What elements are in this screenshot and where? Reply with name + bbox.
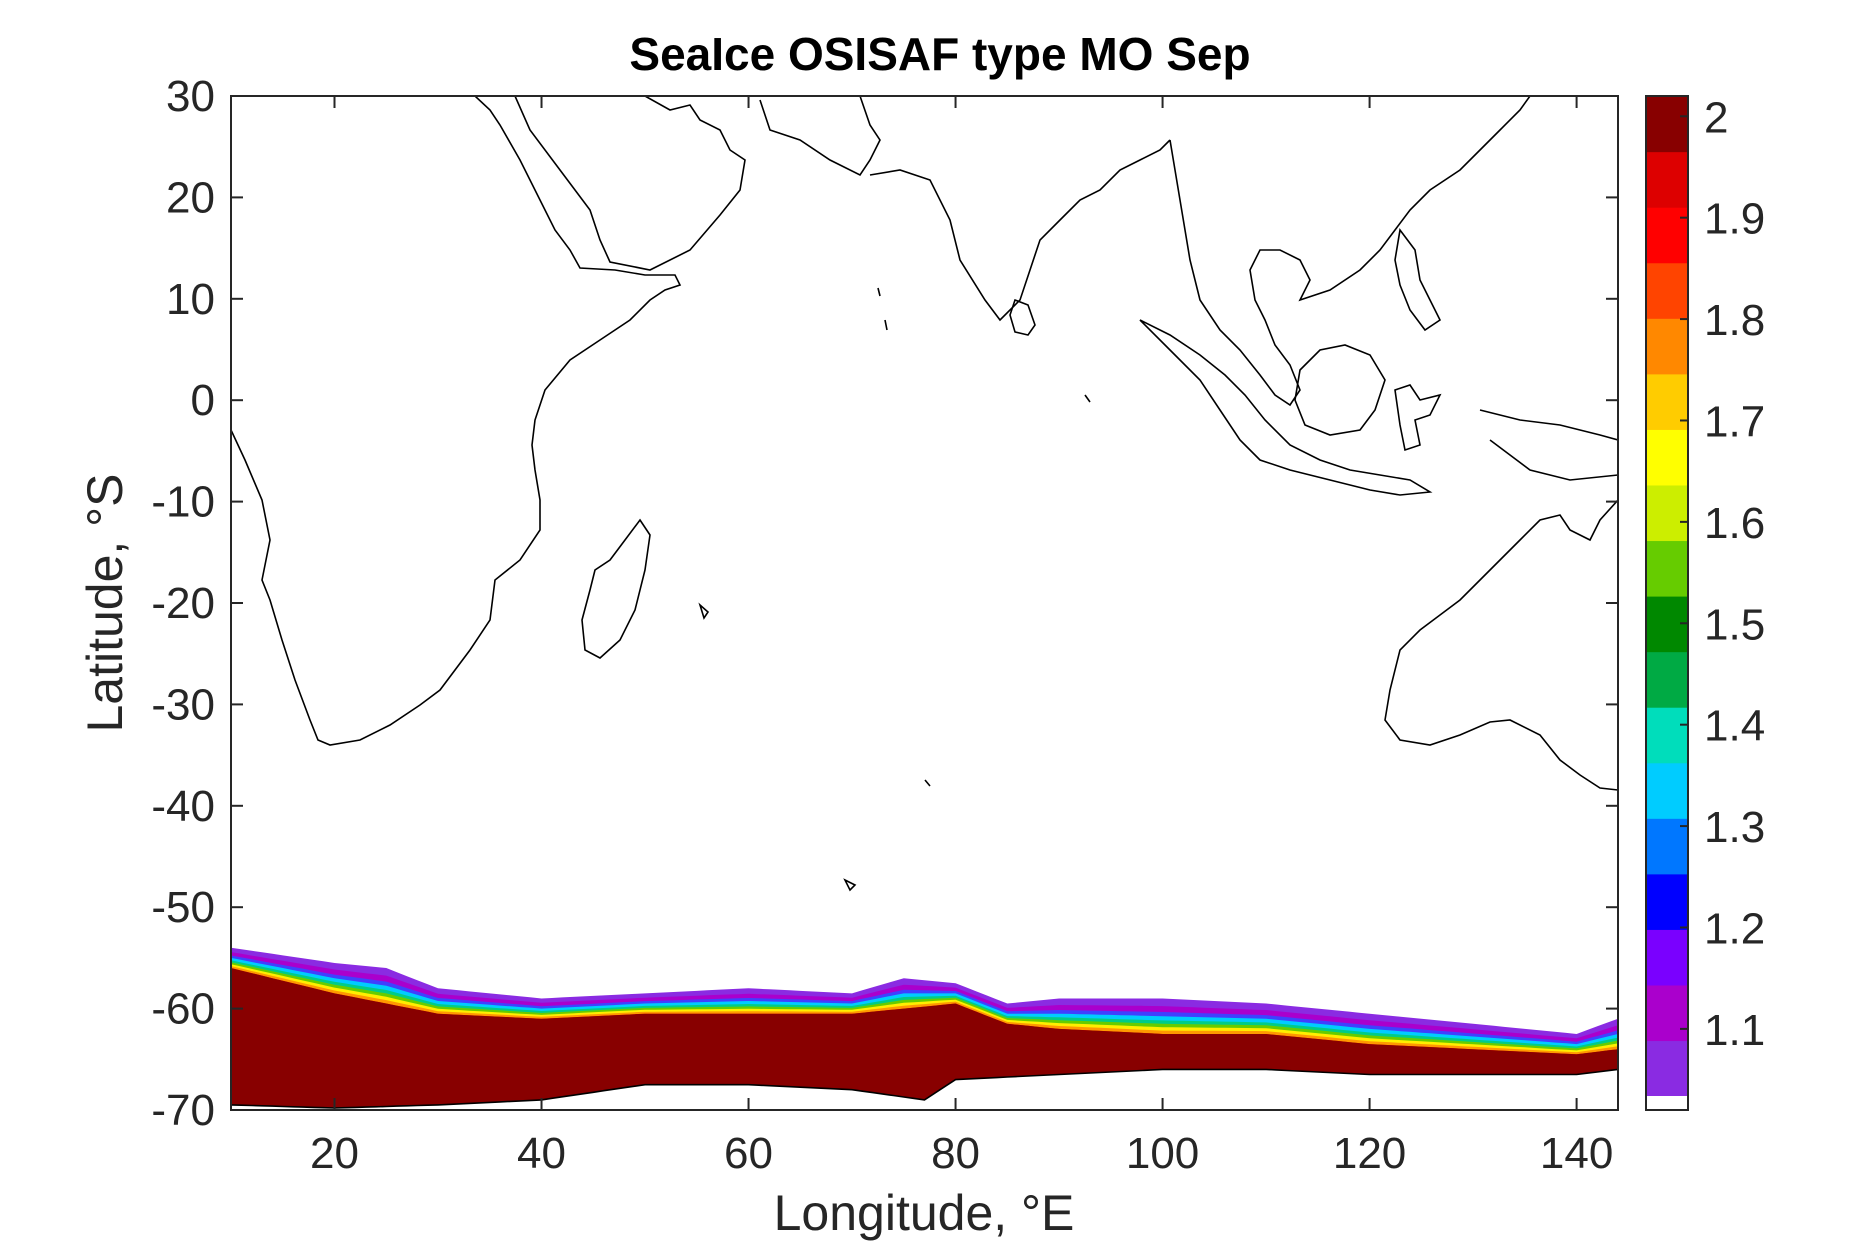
y-tick-label: -10 [151,478,215,527]
colorbar-segment [1646,151,1688,208]
colorbar-tick-label: 1.3 [1704,803,1765,852]
y-tick-label: -40 [151,782,215,831]
colorbar-segment [1646,484,1688,542]
coastline-australia [1384,499,1618,791]
coastline-madagascar [581,518,651,659]
colorbar-tick-label: 1.9 [1704,195,1765,244]
y-tick-label: -20 [151,579,215,628]
coastline-philippines [1394,228,1442,332]
colorbar-frame [1645,95,1689,1111]
colorbar-tick-label: 1.1 [1704,1006,1765,1055]
coastline-new-guinea [1479,409,1618,481]
colorbar-tick-label: 1.4 [1704,702,1765,751]
coastline-sulawesi [1394,384,1442,452]
colorbar-segment [1646,818,1688,875]
coastline-borneo [1294,344,1386,436]
colorbar-segment [1646,373,1688,430]
colorbar-segment [1646,262,1688,319]
colorbar-segment [1646,762,1688,819]
x-tick-label: 80 [931,1129,980,1178]
coastline-se-asia [1169,96,1531,407]
colorbar-tick-label: 1.7 [1704,397,1765,446]
x-tick-label: 140 [1540,1129,1613,1178]
x-tick-label: 60 [724,1129,773,1178]
colorbar-min-segment [1646,1096,1688,1110]
y-axis-label: Latitude, °S [77,473,133,732]
y-tick-label: 30 [166,72,215,121]
y-tick-label: 0 [191,376,215,425]
ice-band-core [231,968,1618,1108]
coastline-arabia [514,96,746,271]
y-tick-label: -30 [151,680,215,729]
x-tick-label: 40 [517,1129,566,1178]
colorbar-tick-label: 1.6 [1704,499,1765,548]
coastline-sumatra [1139,319,1433,496]
y-tick-label: 20 [166,173,215,222]
x-axis-label: Longitude, °E [774,1185,1075,1241]
x-tick-label: 20 [310,1129,359,1178]
colorbar-segment [1646,318,1688,375]
chart-title: SeaIce OSISAF type MO Sep [629,28,1250,80]
colorbar-segment [1646,96,1688,153]
colorbar-tick-label: 1.5 [1704,600,1765,649]
coastline-islands [698,287,1091,892]
y-tick-label: -60 [151,985,215,1034]
colorbar-segment [1646,429,1688,486]
colorbar-tick-label: 1.8 [1704,296,1765,345]
y-tick-label: -50 [151,883,215,932]
colorbar-segment [1646,540,1688,597]
antarctica-land [231,1069,1618,1110]
colorbar-segment [1646,651,1688,708]
colorbar-segment [1646,929,1688,986]
y-axis: 30 20 10 0 -10 -20 -30 -40 -50 -60 -70 [151,72,1618,1135]
sea-ice-band [231,947,1618,1110]
coastline-gulf [759,96,881,177]
plot-background [231,96,1618,1110]
x-tick-label: 100 [1126,1129,1199,1178]
coastlines [231,96,1618,1109]
colorbar-segment [1646,984,1688,1042]
colorbar: 2 1.9 1.8 1.7 1.6 1.5 1.4 1.3 1.2 1.1 [1645,93,1765,1111]
colorbar-segment [1646,873,1688,930]
coastline-india [869,139,1171,322]
colorbar-segment [1646,707,1688,764]
y-tick-label: 10 [166,275,215,324]
colorbar-tick-label: 2 [1704,93,1728,142]
coastline-antarctica [231,1068,1618,1109]
coastline-srilanka [1009,298,1036,336]
colorbar-segment [1646,207,1688,264]
colorbar-segment [1646,1040,1688,1097]
colorbar-tick-label: 1.2 [1704,904,1765,953]
plot-area: 20 40 60 80 100 120 140 3020100-10-20-30-40-50… [151,72,1619,1178]
x-axis: 20 40 60 80 100 120 140 [310,96,1613,1178]
x-tick-label: 120 [1333,1129,1406,1178]
coastline-africa [231,96,682,746]
y-tick-label: -70 [151,1086,215,1135]
